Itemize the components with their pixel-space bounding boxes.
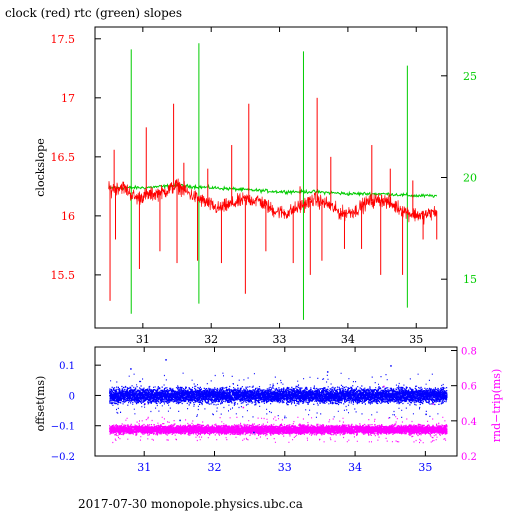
- offset-outlier-3: [179, 419, 181, 422]
- x-tick-label: 32: [204, 333, 218, 346]
- y-axis-label: clockslope: [34, 138, 47, 196]
- y2-tick-label: 15: [463, 273, 477, 286]
- x-tick-label: 35: [409, 333, 423, 346]
- roundtrip-points: [109, 416, 448, 444]
- x-tick-label: 31: [137, 461, 151, 474]
- roundtrip-outlier-3: [242, 406, 245, 409]
- y-tick-label: 17.5: [51, 33, 76, 46]
- y2-tick-label: 20: [463, 172, 477, 185]
- offset-outlier-7: [425, 413, 427, 416]
- roundtrip-outlier-6: [432, 403, 434, 405]
- y2-tick-label: 0.2: [461, 452, 477, 463]
- y2-tick-label: 0.4: [461, 417, 477, 428]
- x-tick-label: 34: [348, 461, 362, 474]
- y2-tick-label: 25: [463, 70, 477, 83]
- footer-caption: 2017-07-30 monopole.physics.ubc.ca: [78, 497, 303, 511]
- offset-outlier-4: [253, 431, 255, 434]
- y-tick-label: 16.5: [51, 151, 76, 164]
- chart-title: clock (red) rtc (green) slopes: [5, 6, 183, 20]
- y-tick-label: 17: [61, 92, 75, 105]
- offset-chart-axes: 31 32 33 34 35 −0.2 −0.1 0 0.1 0.2 0.4 0.6 0.8 offset…: [34, 347, 503, 474]
- y-tick-label: 0: [69, 391, 75, 402]
- y2-tick-label: 0.6: [461, 382, 477, 393]
- offset-outlier-5: [326, 371, 329, 373]
- x-tick-label: 33: [278, 461, 292, 474]
- x-tick-label: 35: [418, 461, 432, 474]
- roundtrip-outlier-5: [383, 385, 385, 388]
- y-tick-label: 16: [61, 210, 75, 223]
- y2-tick-label: 0.8: [461, 347, 477, 358]
- rtc-series-line: [108, 182, 438, 199]
- offset-chart-marks: [109, 359, 448, 444]
- x-tick-label: 32: [207, 461, 221, 474]
- offset-points: [109, 372, 448, 419]
- y-tick-label: −0.2: [51, 452, 75, 463]
- offset-outlier-2: [165, 359, 167, 361]
- x-tick-label: 34: [341, 333, 355, 346]
- y-tick-label: 15.5: [51, 269, 76, 282]
- x-tick-label: 33: [273, 333, 287, 346]
- y2-axis-label: rnd−trip(ms): [490, 369, 503, 443]
- slope-chart-marks: [108, 43, 438, 320]
- x-tick-label: 31: [136, 333, 150, 346]
- slope-chart-axes: 31 32 33 34 35 15.5 16 16.5 17 17.5 15 20 25 clockslo…: [34, 27, 477, 346]
- y-tick-label: 0.1: [59, 361, 75, 372]
- offset-chart-frame: [94, 346, 458, 457]
- offset-outlier-1: [130, 368, 132, 370]
- clock-series-line: [108, 178, 437, 225]
- y-axis-label: offset(ms): [34, 376, 47, 432]
- y-tick-label: −0.1: [51, 422, 75, 433]
- offset-outlier-6: [390, 365, 392, 367]
